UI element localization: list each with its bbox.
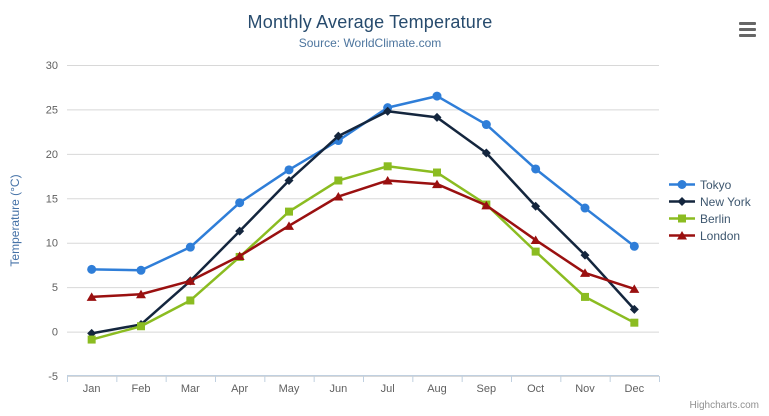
series-point-berlin[interactable] xyxy=(334,176,343,185)
legend-label: New York xyxy=(700,194,751,209)
y-axis-label: 5 xyxy=(52,282,58,294)
y-axis-label: 30 xyxy=(46,60,58,72)
series-point-new-york[interactable] xyxy=(629,304,639,314)
series-point-tokyo[interactable] xyxy=(87,264,97,274)
legend-item-london[interactable]: London xyxy=(669,227,751,244)
series-point-berlin[interactable] xyxy=(87,335,96,344)
series-point-berlin[interactable] xyxy=(531,247,540,256)
series-point-london[interactable] xyxy=(185,276,196,285)
series-point-london[interactable] xyxy=(580,268,590,277)
series-point-tokyo[interactable] xyxy=(185,242,195,252)
chart-title: Monthly Average Temperature xyxy=(247,12,493,32)
legend: Tokyo New York Berlin London xyxy=(669,176,751,244)
series-point-london[interactable] xyxy=(284,221,294,230)
series-point-london[interactable] xyxy=(629,284,640,293)
series-point-tokyo[interactable] xyxy=(136,265,146,275)
x-axis-label: Apr xyxy=(231,383,248,395)
series-point-tokyo[interactable] xyxy=(629,241,639,251)
x-axis-label: Nov xyxy=(575,383,595,395)
series-point-tokyo[interactable] xyxy=(580,203,590,213)
series-point-tokyo[interactable] xyxy=(531,164,541,174)
series-point-london[interactable] xyxy=(333,192,344,201)
series-point-london[interactable] xyxy=(382,176,393,185)
hamburger-icon xyxy=(739,21,756,25)
series-line-london[interactable] xyxy=(90,179,636,299)
series-point-london[interactable] xyxy=(234,251,245,261)
series-point-tokyo[interactable] xyxy=(235,198,245,208)
x-axis-label: Jun xyxy=(329,383,347,395)
series-point-london[interactable] xyxy=(136,289,146,299)
series-line-tokyo[interactable] xyxy=(90,94,636,272)
legend-item-new-york[interactable]: New York xyxy=(669,193,751,210)
legend-symbol-tokyo xyxy=(677,180,687,189)
y-axis-label: 0 xyxy=(52,327,58,339)
series-point-tokyo[interactable] xyxy=(481,120,491,130)
credits-link[interactable]: Highcharts.com xyxy=(689,400,759,411)
x-axis-label: Mar xyxy=(181,383,200,395)
x-axis-label: Aug xyxy=(427,383,447,395)
series-point-berlin[interactable] xyxy=(383,162,392,171)
series-point-berlin[interactable] xyxy=(433,168,441,177)
x-axis-label: May xyxy=(279,383,300,395)
legend-symbol-berlin xyxy=(678,214,686,223)
legend-label: Tokyo xyxy=(700,177,732,192)
x-axis-label: Sep xyxy=(477,383,497,395)
legend-symbol-london xyxy=(677,231,687,240)
legend-label: London xyxy=(700,228,741,243)
legend-marker-square xyxy=(669,214,695,223)
series-point-new-york[interactable] xyxy=(235,226,245,236)
x-axis-label: Dec xyxy=(625,383,645,395)
series-point-new-york[interactable] xyxy=(432,112,442,122)
y-axis-label: 20 xyxy=(46,149,58,161)
legend-label: Berlin xyxy=(700,211,731,226)
series-point-new-york[interactable] xyxy=(383,106,393,116)
x-axis-label: Oct xyxy=(527,383,544,395)
y-axis-label: 10 xyxy=(46,238,58,250)
y-axis-label: 15 xyxy=(46,193,58,205)
series-point-tokyo[interactable] xyxy=(284,165,294,175)
series-point-new-york[interactable] xyxy=(333,131,343,141)
series-point-berlin[interactable] xyxy=(186,296,195,305)
legend-marker-diamond xyxy=(669,197,695,206)
series-point-london[interactable] xyxy=(432,179,442,189)
series-point-new-york[interactable] xyxy=(531,201,541,211)
series-point-berlin[interactable] xyxy=(581,292,589,301)
series-point-london[interactable] xyxy=(481,200,492,210)
legend-item-tokyo[interactable]: Tokyo xyxy=(669,176,751,193)
y-axis-label: -5 xyxy=(48,371,58,383)
x-axis-label: Feb xyxy=(132,383,151,395)
y-axis-title: Temperature (°C) xyxy=(8,174,22,266)
legend-item-berlin[interactable]: Berlin xyxy=(669,210,751,227)
series-point-berlin[interactable] xyxy=(630,318,639,327)
legend-marker-circle xyxy=(669,180,695,189)
series-point-berlin[interactable] xyxy=(285,207,293,216)
export-menu-button[interactable] xyxy=(736,18,760,40)
legend-marker-triangle xyxy=(669,231,695,240)
y-axis-label: 25 xyxy=(46,104,58,116)
series-point-berlin[interactable] xyxy=(137,322,145,331)
series-point-london[interactable] xyxy=(86,292,97,301)
series-point-tokyo[interactable] xyxy=(432,91,442,101)
series-point-london[interactable] xyxy=(530,235,541,245)
chart-subtitle: Source: WorldClimate.com xyxy=(298,36,442,50)
legend-symbol-new-york xyxy=(677,197,687,206)
series-point-new-york[interactable] xyxy=(284,176,294,186)
series-line-berlin[interactable] xyxy=(90,165,636,341)
x-axis-label: Jul xyxy=(381,383,395,395)
series-point-new-york[interactable] xyxy=(580,250,590,260)
series-line-new-york[interactable] xyxy=(90,109,636,335)
x-axis-label: Jan xyxy=(83,383,101,395)
series-point-new-york[interactable] xyxy=(481,148,491,158)
